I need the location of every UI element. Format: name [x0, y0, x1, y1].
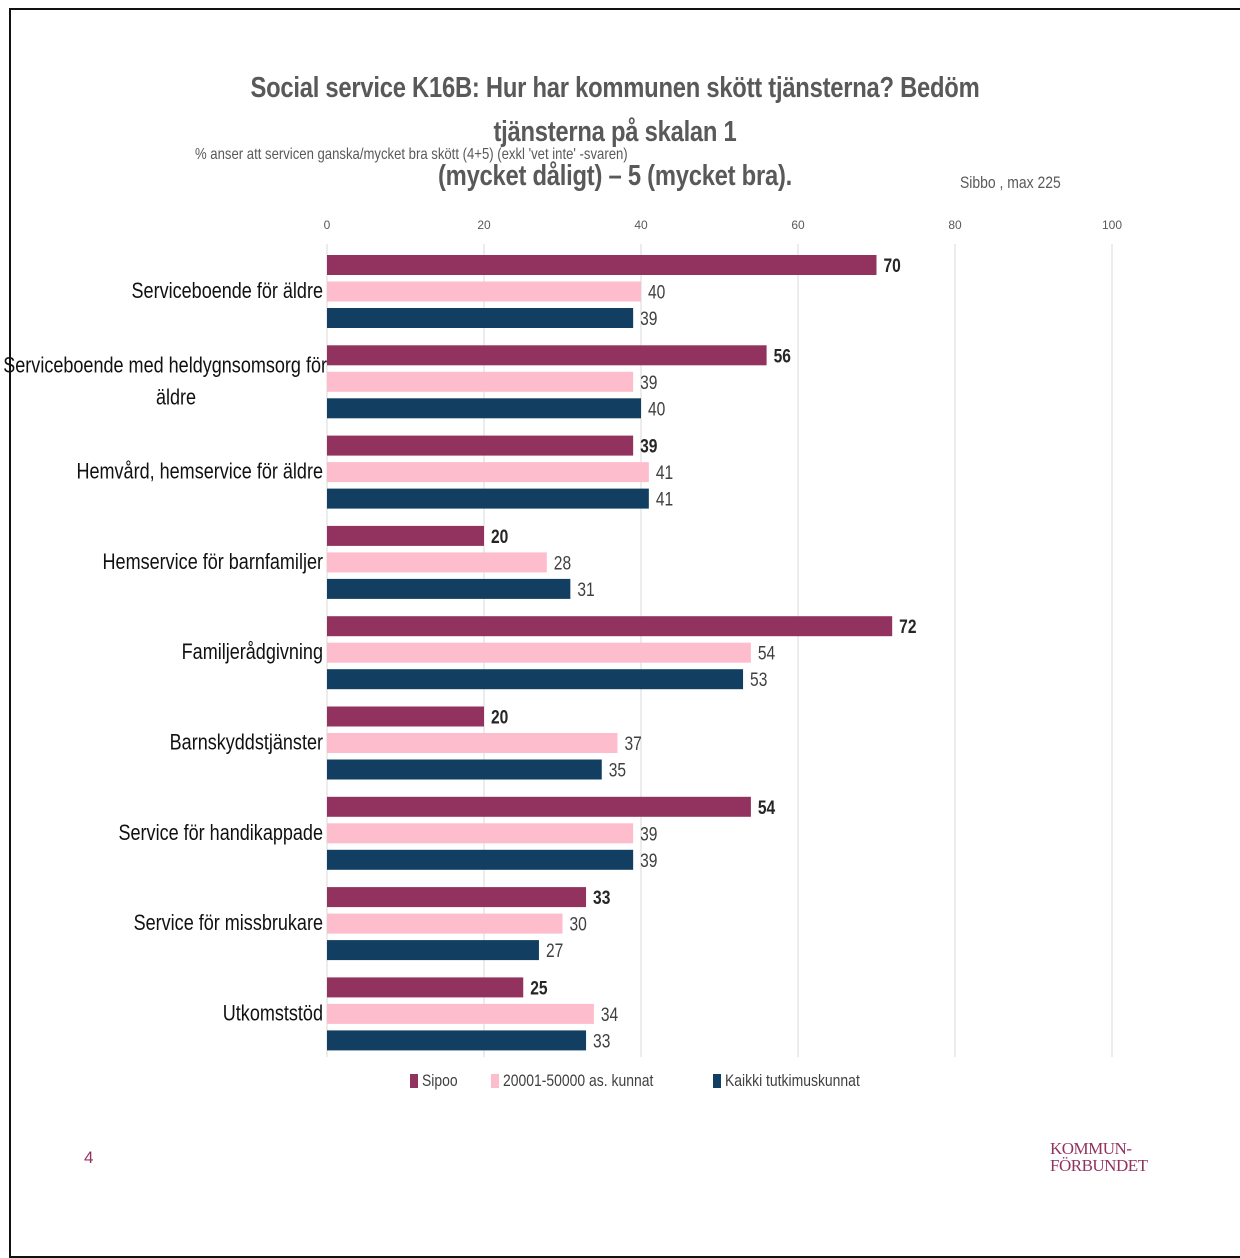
bar	[327, 281, 641, 302]
x-tick-label: 40	[634, 218, 648, 232]
x-tick-label: 0	[324, 218, 331, 232]
bar	[327, 1003, 594, 1024]
category-label: Hemvård, hemservice för äldre	[76, 460, 323, 484]
bar	[327, 977, 524, 998]
bar	[327, 940, 539, 961]
data-label: 40	[648, 398, 665, 420]
data-label: 40	[648, 281, 665, 303]
page-number: 4	[84, 1148, 94, 1167]
data-label: 33	[593, 887, 611, 909]
chart-title-line-1: Social service K16B: Hur har kommunen sk…	[250, 72, 980, 148]
data-label: 56	[774, 345, 792, 367]
bar	[327, 552, 547, 573]
bar	[327, 733, 618, 753]
legend-item-mid: 20001-50000 as. kunnat	[491, 1071, 686, 1091]
legend-item-sipoo: Sipoo	[410, 1071, 465, 1091]
bar	[327, 462, 649, 483]
category-label: äldre	[156, 386, 196, 410]
legend-label-all: Kaikki tutkimuskunnat	[724, 1071, 860, 1090]
category-label: Serviceboende med heldygnsomsorg för	[3, 354, 327, 378]
data-label: 31	[577, 578, 594, 600]
x-tick-label: 60	[791, 218, 805, 232]
x-tick-label: 100	[1102, 218, 1122, 232]
bar	[327, 823, 634, 844]
chart-value-labels: 70 40 39 56 39 40 39 41 41 20 28 31 72 54 53 20 37 35 54 39…	[491, 255, 917, 1052]
bar	[327, 345, 767, 366]
data-label: 39	[640, 849, 657, 871]
legend-label-sipoo: Sipoo	[422, 1071, 458, 1090]
data-label: 37	[624, 733, 641, 755]
bar	[327, 525, 484, 546]
data-label: 39	[640, 308, 657, 330]
data-label: 33	[593, 1030, 610, 1052]
data-label: 70	[884, 255, 901, 277]
bar	[327, 669, 744, 690]
legend-swatch-mid	[491, 1074, 500, 1088]
category-label: Barnskyddstjänster	[170, 731, 324, 755]
data-label: 54	[758, 796, 776, 818]
bar	[327, 913, 563, 934]
data-label: 25	[530, 977, 548, 999]
bar	[327, 398, 641, 419]
chart-subtitle: % anser att servicen ganska/mycket bra s…	[195, 146, 628, 163]
bar	[327, 255, 877, 275]
data-label: 28	[554, 552, 571, 574]
category-label: Hemservice för barnfamiljer	[103, 550, 324, 574]
legend-label-mid: 20001-50000 as. kunnat	[503, 1071, 654, 1090]
category-label: Service för missbrukare	[134, 912, 323, 936]
data-label: 39	[640, 371, 657, 393]
bar	[327, 308, 634, 328]
logo-line-1: KOMMUN-	[1050, 1139, 1132, 1158]
chart-title-line-2: (mycket dåligt) – 5 (mycket bra).	[437, 160, 792, 192]
data-label: 41	[656, 488, 673, 510]
data-label: 35	[609, 759, 626, 781]
data-label: 20	[491, 525, 508, 547]
data-label: 41	[656, 462, 673, 484]
x-tick-label: 20	[477, 218, 491, 232]
data-label: 53	[750, 669, 767, 691]
logo-line-2: FÖRBUNDET	[1050, 1156, 1148, 1175]
bar	[327, 371, 634, 392]
data-label: 27	[546, 940, 563, 962]
chart-bars	[327, 255, 893, 1051]
data-label: 72	[899, 616, 916, 638]
bar	[327, 759, 602, 780]
category-label: Utkomststöd	[223, 1002, 323, 1026]
bar	[327, 488, 649, 509]
data-label: 39	[640, 435, 658, 457]
data-label: 30	[570, 913, 587, 935]
chart-category-labels: Serviceboende för äldre Serviceboende med…	[3, 279, 327, 1025]
legend-item-all: Kaikki tutkimuskunnat	[712, 1071, 889, 1091]
chart-title: Social service K16B: Hur har kommunen sk…	[209, 66, 1021, 198]
x-axis-ticks: 0 20 40 60 80 100	[324, 218, 1123, 232]
bar	[327, 796, 751, 817]
bar	[327, 435, 634, 456]
category-label: Service för handikappade	[118, 821, 323, 845]
data-label: 39	[640, 823, 657, 845]
x-tick-label: 80	[948, 218, 962, 232]
kommunforbundet-logo: KOMMUN- FÖRBUNDET	[1050, 1140, 1148, 1174]
bar	[327, 578, 571, 599]
legend-swatch-all	[712, 1074, 721, 1088]
bar	[327, 706, 484, 727]
legend-swatch-sipoo	[410, 1074, 418, 1088]
bar	[327, 887, 587, 908]
chart-legend: Sipoo 20001-50000 as. kunnat Kaikki tutk…	[410, 1071, 889, 1091]
sample-note: Sibbo , max 225	[960, 173, 1061, 192]
data-label: 54	[758, 642, 776, 664]
data-label: 20	[491, 706, 508, 728]
category-label: Serviceboende för äldre	[132, 279, 323, 303]
data-label: 34	[601, 1003, 619, 1025]
category-label: Familjerådgivning	[182, 641, 323, 665]
bar	[327, 1030, 587, 1051]
bar	[327, 642, 751, 663]
bar	[327, 849, 634, 870]
bar	[327, 616, 893, 637]
